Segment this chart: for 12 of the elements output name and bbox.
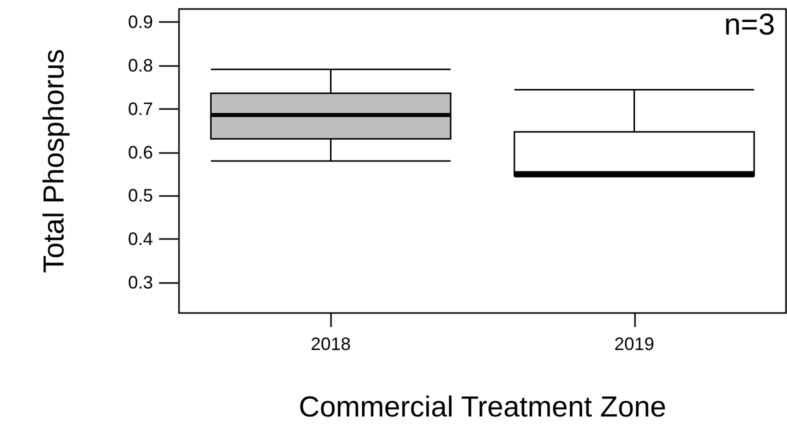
x-axis-title: Commercial Treatment Zone xyxy=(298,392,666,424)
y-tick-label: 0.5 xyxy=(128,186,153,206)
y-tick-label: 0.3 xyxy=(128,272,153,293)
annotation: n=3 xyxy=(724,8,775,42)
y-tick-label: 0.8 xyxy=(128,55,153,76)
y-tick-label: 0.9 xyxy=(128,12,153,32)
y-tick-label: 0.4 xyxy=(128,229,153,250)
y-tick-label: 0.6 xyxy=(128,142,153,162)
x-tick-label: 2019 xyxy=(614,334,654,354)
y-axis-title: Total Phosphorus xyxy=(38,48,70,274)
y-tick-label: 0.7 xyxy=(128,98,153,119)
x-tick-label: 2018 xyxy=(310,334,351,354)
